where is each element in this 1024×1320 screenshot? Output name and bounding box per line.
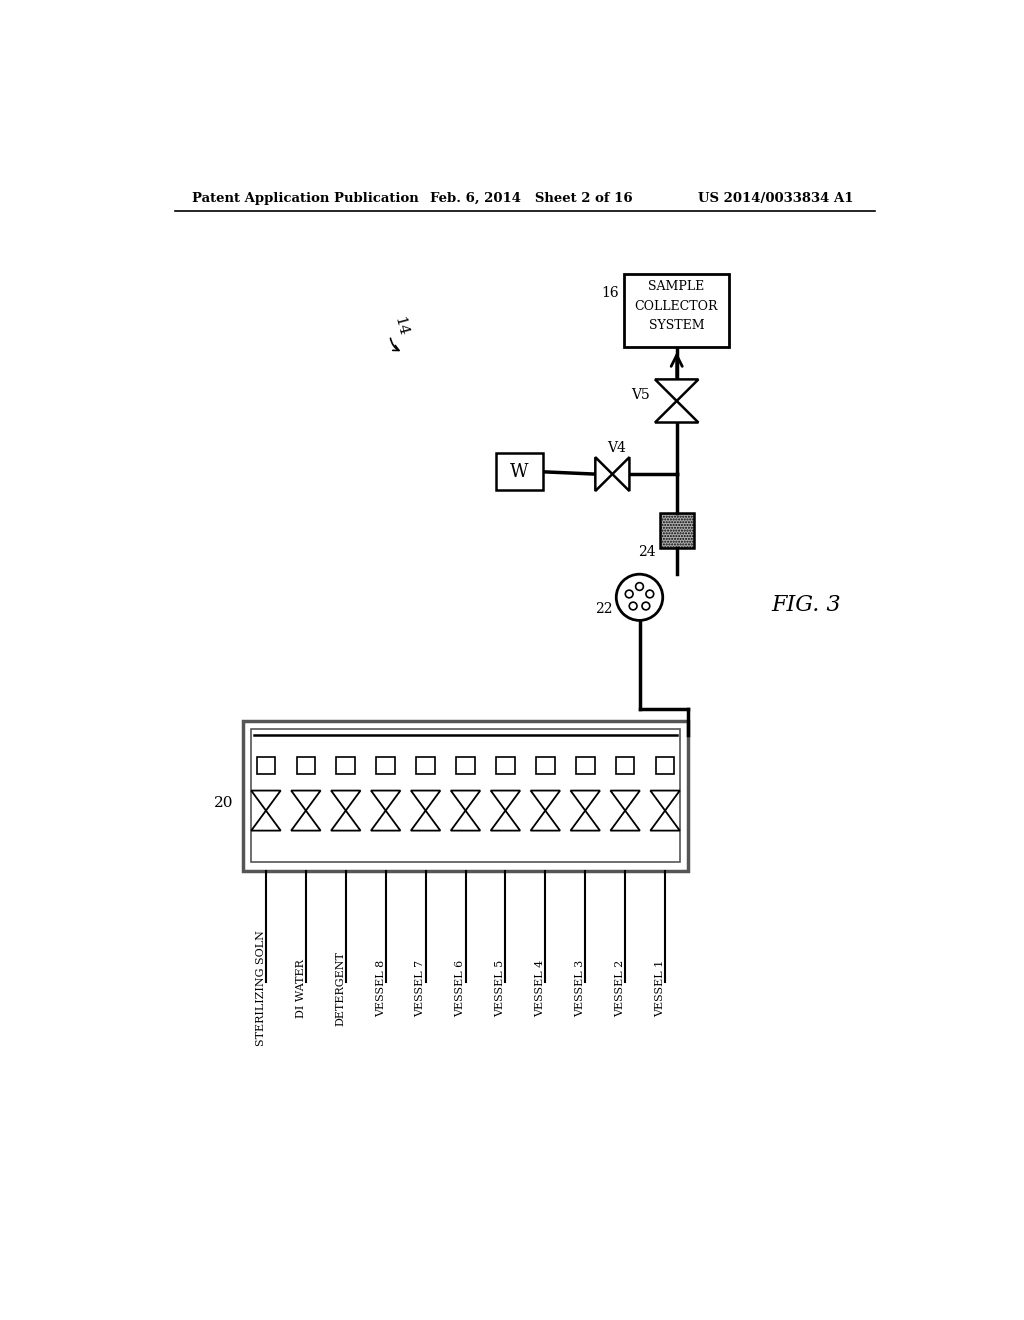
Polygon shape (371, 791, 400, 810)
FancyBboxPatch shape (257, 756, 275, 774)
Text: SAMPLE: SAMPLE (648, 280, 705, 293)
Text: VESSEL 7: VESSEL 7 (416, 960, 426, 1016)
FancyBboxPatch shape (243, 721, 688, 871)
Polygon shape (612, 457, 630, 491)
Polygon shape (530, 791, 560, 810)
Text: W: W (510, 463, 528, 480)
FancyBboxPatch shape (417, 756, 435, 774)
Polygon shape (411, 791, 440, 810)
Circle shape (629, 602, 637, 610)
Text: Patent Application Publication: Patent Application Publication (191, 191, 418, 205)
FancyBboxPatch shape (536, 756, 555, 774)
FancyBboxPatch shape (297, 756, 315, 774)
Polygon shape (655, 401, 698, 422)
Polygon shape (650, 791, 680, 810)
Text: VESSEL 6: VESSEL 6 (456, 960, 466, 1018)
Text: DI WATER: DI WATER (296, 960, 306, 1018)
Polygon shape (490, 791, 520, 810)
Text: 24: 24 (638, 545, 655, 558)
Circle shape (646, 590, 653, 598)
Polygon shape (291, 810, 321, 830)
FancyBboxPatch shape (457, 756, 475, 774)
Polygon shape (655, 379, 698, 401)
Text: COLLECTOR: COLLECTOR (635, 300, 718, 313)
Text: 22: 22 (595, 602, 612, 616)
Polygon shape (331, 791, 360, 810)
Polygon shape (650, 810, 680, 830)
Polygon shape (331, 810, 360, 830)
Polygon shape (291, 791, 321, 810)
Text: SYSTEM: SYSTEM (648, 319, 705, 333)
Text: STERILIZING SOLN: STERILIZING SOLN (256, 931, 266, 1047)
FancyBboxPatch shape (615, 756, 635, 774)
FancyBboxPatch shape (575, 756, 595, 774)
FancyBboxPatch shape (624, 275, 729, 347)
Text: US 2014/0033834 A1: US 2014/0033834 A1 (697, 191, 853, 205)
Text: DETERGENT: DETERGENT (336, 950, 346, 1026)
Circle shape (616, 574, 663, 620)
FancyBboxPatch shape (496, 756, 515, 774)
Polygon shape (570, 791, 600, 810)
Text: VESSEL 1: VESSEL 1 (655, 960, 665, 1018)
Text: VESSEL 5: VESSEL 5 (496, 960, 506, 1018)
Polygon shape (595, 457, 612, 491)
Polygon shape (530, 810, 560, 830)
FancyBboxPatch shape (496, 453, 543, 490)
Circle shape (626, 590, 633, 598)
Text: VESSEL 2: VESSEL 2 (615, 960, 626, 1018)
Text: FIG. 3: FIG. 3 (771, 594, 841, 616)
Polygon shape (490, 810, 520, 830)
Circle shape (636, 582, 643, 590)
Polygon shape (371, 810, 400, 830)
Text: V4: V4 (607, 441, 626, 455)
Text: VESSEL 8: VESSEL 8 (376, 960, 386, 1018)
Polygon shape (451, 791, 480, 810)
Text: VESSEL 4: VESSEL 4 (536, 960, 546, 1018)
Polygon shape (251, 791, 281, 810)
Polygon shape (251, 810, 281, 830)
Text: VESSEL 3: VESSEL 3 (575, 960, 586, 1018)
Text: 16: 16 (602, 286, 620, 300)
FancyBboxPatch shape (655, 756, 675, 774)
Text: 14: 14 (391, 315, 410, 338)
FancyBboxPatch shape (377, 756, 395, 774)
Text: Feb. 6, 2014   Sheet 2 of 16: Feb. 6, 2014 Sheet 2 of 16 (430, 191, 633, 205)
FancyBboxPatch shape (659, 512, 693, 548)
FancyBboxPatch shape (337, 756, 355, 774)
Polygon shape (451, 810, 480, 830)
Polygon shape (570, 810, 600, 830)
Circle shape (642, 602, 650, 610)
Polygon shape (610, 791, 640, 810)
Text: 20: 20 (214, 796, 233, 810)
Text: V5: V5 (632, 388, 650, 401)
Polygon shape (411, 810, 440, 830)
Polygon shape (610, 810, 640, 830)
